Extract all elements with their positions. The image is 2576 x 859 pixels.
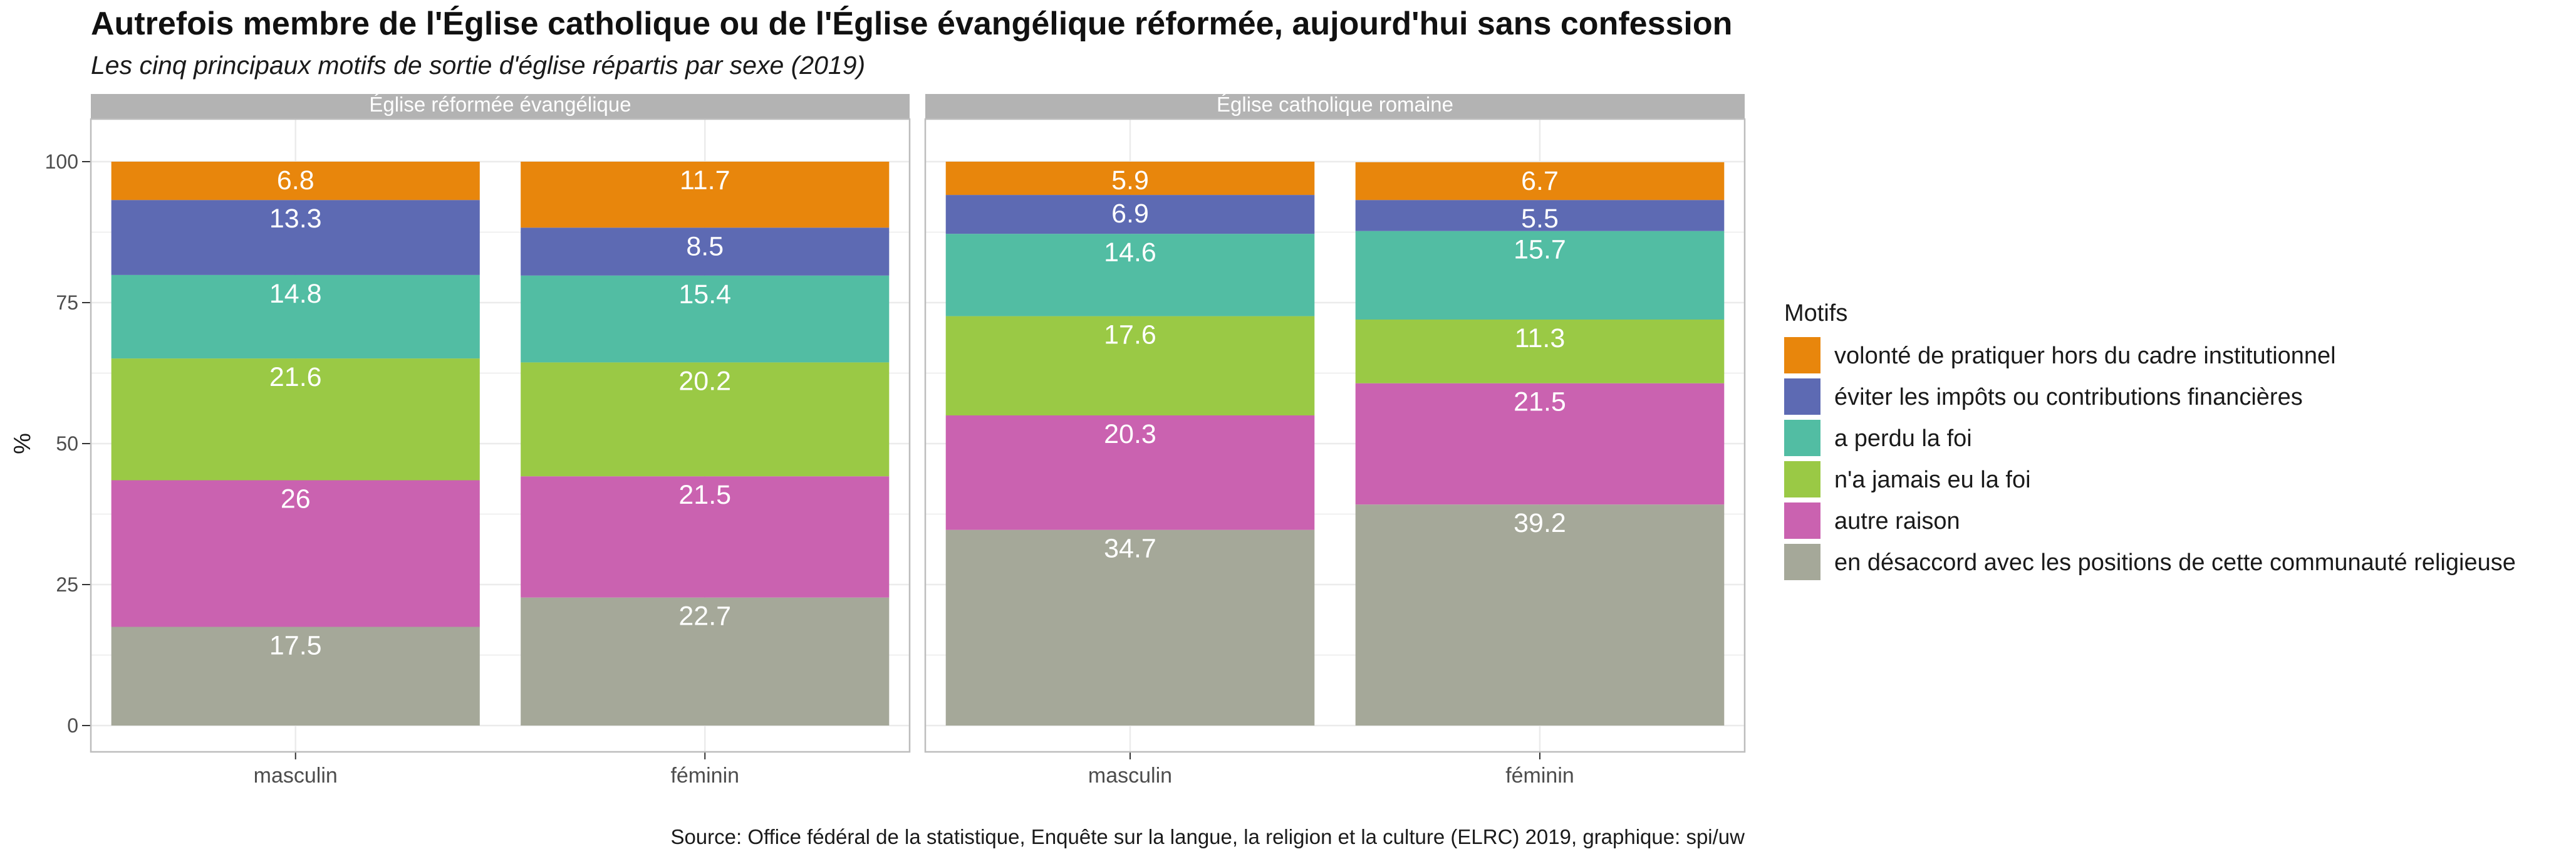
bar-segment-label: 6.9 bbox=[1111, 199, 1149, 229]
y-axis-label: % bbox=[9, 433, 36, 454]
legend-key bbox=[1784, 337, 1820, 373]
bar-segment bbox=[111, 274, 480, 359]
legend-label: autre raison bbox=[1834, 508, 1960, 534]
bar-segment bbox=[945, 415, 1315, 530]
bar-segment-label: 15.7 bbox=[1514, 235, 1566, 265]
legend: Motifs volonté de pratiquer hors du cadr… bbox=[1784, 300, 2516, 580]
bar-segment bbox=[1355, 383, 1725, 505]
bar-segment-label: 21.6 bbox=[269, 362, 322, 392]
y-tick-label: 75 bbox=[56, 291, 78, 314]
bar-segment-label: 22.7 bbox=[678, 601, 731, 632]
x-tick-label: masculin bbox=[1088, 764, 1172, 788]
facet-strip-label: Église catholique romaine bbox=[1217, 93, 1453, 116]
bar-segment-label: 14.6 bbox=[1104, 237, 1156, 268]
chart-panels: 0 25 50 75 100 Église réformée évangélique 17.… bbox=[45, 93, 1746, 788]
panel-border bbox=[90, 118, 911, 753]
bar-segment bbox=[945, 529, 1315, 726]
bar-segment-label: 13.3 bbox=[269, 204, 322, 234]
x-tick-label: féminin bbox=[670, 764, 739, 788]
bar-segment-label: 5.5 bbox=[1521, 204, 1559, 234]
bar-segment bbox=[1355, 504, 1725, 726]
facet-strip bbox=[91, 94, 910, 119]
chart-caption: Source: Office fédéral de la statistique… bbox=[670, 825, 1745, 848]
bar-segment-label: 6.7 bbox=[1521, 166, 1559, 196]
bar-segment-label: 6.8 bbox=[277, 165, 314, 195]
legend-key bbox=[1784, 378, 1820, 415]
chart-title: Autrefois membre de l'Église catholique … bbox=[91, 6, 1732, 42]
bar-segment-label: 21.5 bbox=[678, 480, 731, 510]
bar-segment-label: 8.5 bbox=[686, 231, 724, 261]
bar-segment-label: 26 bbox=[281, 484, 311, 514]
facet-strip-label: Église réformée évangélique bbox=[369, 93, 631, 116]
bar-segment-label: 15.4 bbox=[678, 279, 731, 310]
bar-segment bbox=[1355, 200, 1725, 231]
legend-label: en désaccord avec les positions de cette… bbox=[1834, 549, 2516, 576]
bar-segment bbox=[521, 275, 890, 363]
bar-segment bbox=[521, 362, 890, 477]
bar-segment bbox=[945, 316, 1315, 415]
bar-segment-label: 20.2 bbox=[678, 366, 731, 396]
bar-segment bbox=[521, 162, 890, 228]
legend-label: a perdu la foi bbox=[1834, 425, 1972, 452]
bar-segment-label: 17.6 bbox=[1104, 320, 1156, 350]
x-tick-label: masculin bbox=[254, 764, 338, 788]
bar-segment-label: 39.2 bbox=[1514, 508, 1566, 538]
bar-segment bbox=[521, 476, 890, 598]
bar-segment bbox=[111, 627, 480, 726]
bar-segment bbox=[111, 200, 480, 275]
bar-segment-label: 11.7 bbox=[680, 165, 730, 195]
bar-segment bbox=[945, 162, 1315, 195]
legend-label: n'a jamais eu la foi bbox=[1834, 467, 2031, 493]
bar-segment bbox=[111, 358, 480, 481]
y-tick-label: 100 bbox=[45, 150, 78, 173]
bar-segment-label: 34.7 bbox=[1104, 534, 1156, 564]
facet-strip bbox=[925, 94, 1745, 119]
legend-label: volonté de pratiquer hors du cadre insti… bbox=[1834, 343, 2336, 369]
legend-title: Motifs bbox=[1784, 300, 1847, 326]
chart-subtitle: Les cinq principaux motifs de sortie d'é… bbox=[91, 51, 865, 80]
panel-border bbox=[924, 118, 1746, 753]
bar-segment-label: 17.5 bbox=[269, 631, 322, 661]
y-tick-label: 0 bbox=[67, 714, 78, 737]
bar-segment bbox=[521, 227, 890, 276]
legend-key bbox=[1784, 544, 1820, 580]
y-tick-label: 25 bbox=[56, 573, 78, 596]
bar-segment bbox=[1355, 320, 1725, 383]
legend-key bbox=[1784, 502, 1820, 539]
bar-segment-label: 21.5 bbox=[1514, 387, 1566, 417]
legend-key bbox=[1784, 461, 1820, 497]
legend-key bbox=[1784, 420, 1820, 456]
bar-segment bbox=[111, 480, 480, 627]
bar-segment bbox=[521, 597, 890, 726]
bar-segment-label: 5.9 bbox=[1111, 165, 1149, 195]
x-tick-label: féminin bbox=[1505, 764, 1574, 788]
bar-segment bbox=[1355, 162, 1725, 200]
bar-segment bbox=[111, 162, 480, 200]
legend-label: éviter les impôts ou contributions finan… bbox=[1834, 384, 2303, 410]
bar-segment bbox=[945, 234, 1315, 316]
bar-segment-label: 14.8 bbox=[269, 279, 322, 309]
bar-segment bbox=[945, 195, 1315, 234]
bar-segment-label: 20.3 bbox=[1104, 419, 1156, 449]
y-tick-label: 50 bbox=[56, 432, 78, 455]
bar-segment-label: 11.3 bbox=[1515, 323, 1566, 353]
bar-segment bbox=[1355, 231, 1725, 320]
